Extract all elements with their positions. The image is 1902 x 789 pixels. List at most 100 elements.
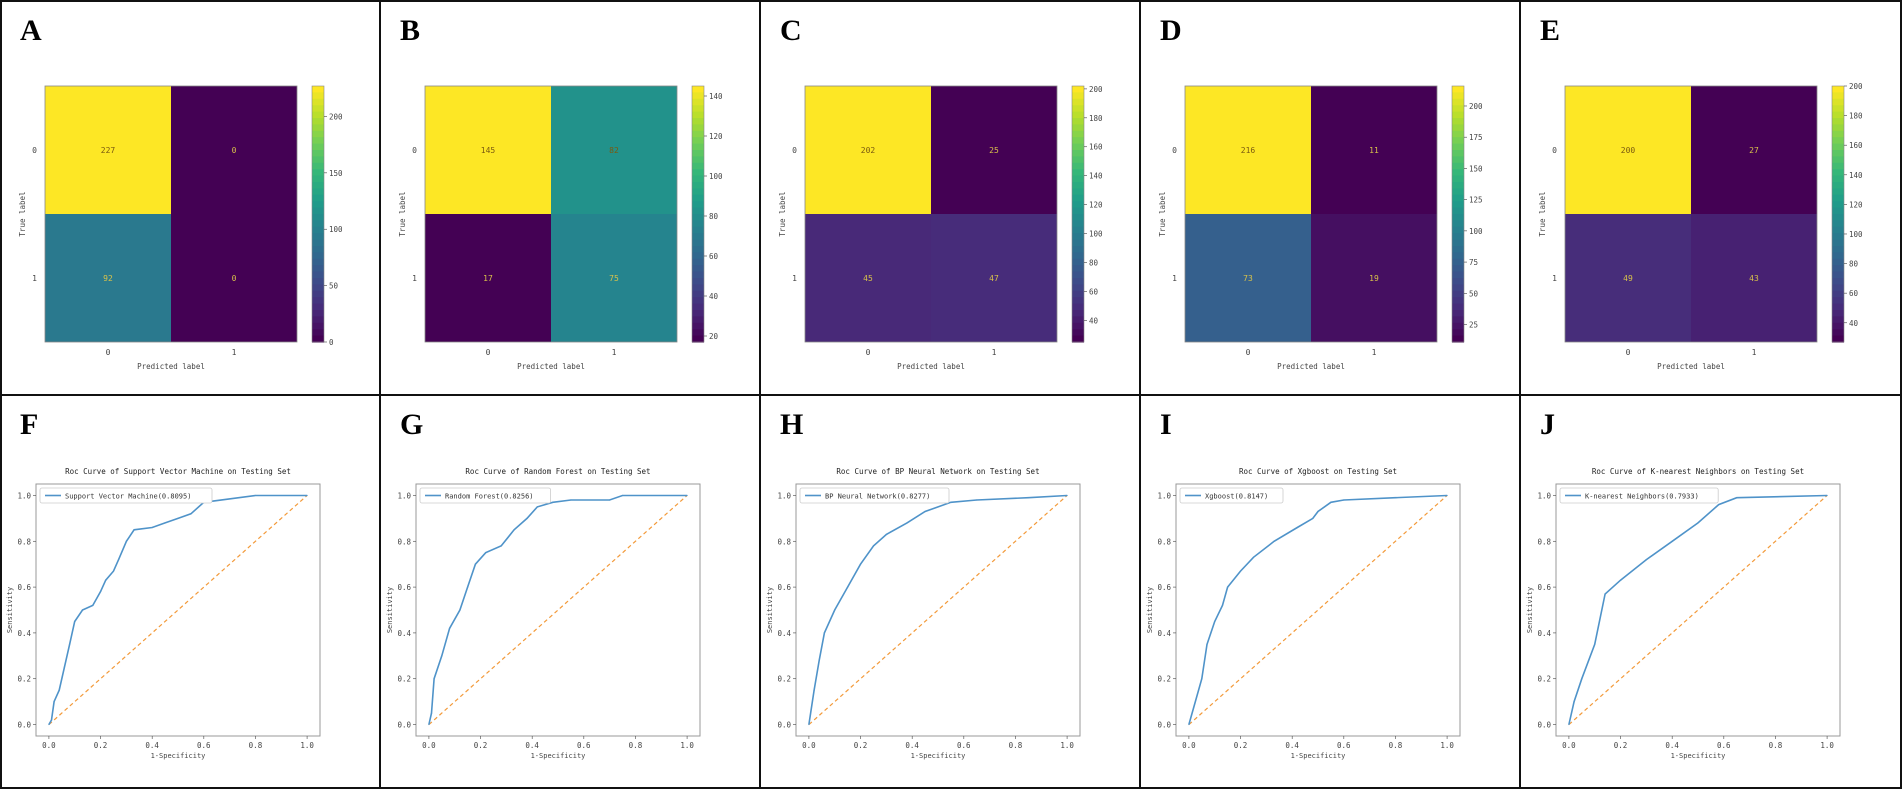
roc-point — [1221, 604, 1224, 607]
colorbar-segment — [1072, 220, 1084, 228]
x-tick-label: 1 — [992, 348, 997, 357]
colorbar-tick-label: 140 — [1089, 172, 1103, 181]
x-tick-label: 0.0 — [1562, 741, 1576, 750]
colorbar-segment — [1452, 310, 1464, 317]
colorbar-segment — [1832, 92, 1844, 100]
roc-point — [1188, 723, 1190, 726]
colorbar-segment — [1072, 271, 1084, 279]
cell-value-label: 216 — [1241, 146, 1256, 155]
roc-point — [1736, 497, 1738, 499]
x-tick-label: 0.8 — [1769, 741, 1783, 750]
y-tick-label: 0.8 — [777, 537, 791, 546]
y-axis-label: True label — [398, 191, 407, 236]
colorbar-segment — [1832, 105, 1844, 113]
colorbar-tick-label: 150 — [1469, 164, 1483, 173]
plot-frame — [1555, 483, 1841, 737]
roc-point — [151, 526, 153, 529]
colorbar-tick-label: 100 — [1089, 230, 1103, 239]
colorbar-tick-label: 175 — [1469, 133, 1483, 142]
colorbar-tick-label: 200 — [1849, 82, 1863, 91]
colorbar-segment — [1072, 201, 1084, 209]
roc-point — [428, 723, 430, 726]
y-tick-label: 0 — [32, 146, 37, 155]
x-tick-label: 0.2 — [94, 741, 108, 750]
roc-point — [1330, 501, 1332, 503]
colorbar-segment — [312, 265, 324, 273]
plot-frame — [795, 483, 1081, 737]
colorbar-tick-label: 40 — [709, 292, 719, 301]
colorbar-segment — [1832, 233, 1844, 241]
divider — [0, 394, 1902, 396]
colorbar-segment — [1832, 162, 1844, 170]
roc-point — [536, 506, 538, 508]
colorbar-segment — [312, 86, 324, 93]
colorbar-segment — [1072, 297, 1084, 305]
y-tick-label: 1 — [32, 274, 37, 283]
roc-point — [441, 655, 443, 657]
heatmap-cell — [1691, 86, 1817, 214]
colorbar-segment — [1452, 297, 1464, 305]
colorbar-segment — [692, 258, 704, 266]
x-axis-label: 1-Specificity — [1291, 752, 1346, 760]
colorbar-segment — [1832, 322, 1844, 330]
roc-point — [1697, 522, 1699, 524]
colorbar-segment — [1072, 175, 1084, 183]
roc-point — [190, 513, 192, 515]
cell-value-label: 200 — [1621, 146, 1636, 155]
y-tick-label: 0.4 — [397, 629, 411, 638]
roc-point — [609, 499, 611, 501]
roc-point — [1604, 593, 1606, 595]
y-axis-label: Sensitivity — [6, 587, 14, 633]
colorbar-tick-label: 200 — [1089, 85, 1103, 94]
x-tick-label: 0.4 — [905, 741, 919, 750]
x-tick-label: 0.8 — [1389, 741, 1403, 750]
colorbar-segment — [692, 98, 704, 106]
legend-box — [419, 487, 552, 504]
colorbar-segment — [1452, 194, 1464, 202]
colorbar-segment — [1072, 258, 1084, 266]
colorbar-segment — [312, 194, 324, 202]
colorbar-segment — [1832, 335, 1844, 343]
divider — [1139, 0, 1141, 789]
colorbar-segment — [312, 137, 324, 145]
colorbar-tick-label: 125 — [1469, 196, 1483, 205]
roc-point — [105, 579, 107, 581]
x-tick-label: 1 — [1752, 348, 1757, 357]
x-tick-label: 0.8 — [1009, 741, 1023, 750]
colorbar-segment — [692, 214, 704, 221]
x-tick-label: 0.4 — [145, 741, 159, 750]
x-tick-label: 1.0 — [1820, 741, 1834, 750]
colorbar-segment — [1452, 265, 1464, 273]
heatmap-cell — [425, 86, 551, 214]
chart-svg: 200 27 49 43 0 1 0 1 Predicted label True label 40… — [1538, 82, 1863, 371]
roc-point — [1206, 643, 1208, 645]
colorbar-segment — [1452, 278, 1464, 285]
colorbar-segment — [1832, 118, 1844, 125]
colorbar-segment — [1072, 239, 1084, 247]
colorbar-segment — [1832, 303, 1844, 311]
matrix-frame — [44, 85, 298, 343]
roc-point — [1239, 570, 1242, 572]
roc-curve-line — [428, 494, 688, 725]
colorbar-segment — [1832, 124, 1844, 132]
colorbar-segment — [1072, 329, 1084, 337]
roc-point — [1568, 723, 1570, 726]
divider — [759, 0, 761, 789]
x-tick-label: 0.4 — [1285, 741, 1299, 750]
matrix-frame — [1564, 85, 1818, 343]
colorbar-segment — [1832, 329, 1844, 337]
colorbar-segment — [692, 316, 704, 324]
colorbar-segment — [312, 124, 324, 132]
heatmap-cell — [1185, 86, 1311, 214]
roc-point — [485, 552, 487, 554]
y-axis-label: Sensitivity — [1146, 587, 1154, 633]
colorbar-segment — [1072, 150, 1084, 157]
roc-point — [58, 689, 60, 691]
colorbar-tick-label: 80 — [1849, 260, 1859, 269]
colorbar-segment — [692, 169, 704, 177]
colorbar-segment — [1072, 118, 1084, 125]
panel-e: E 200 27 49 43 0 1 0 1 Predicted label True label 4… — [1520, 0, 1900, 394]
colorbar-tick-label: 100 — [1849, 230, 1863, 239]
y-tick-label: 1 — [1552, 274, 1557, 283]
roc-point — [621, 494, 624, 497]
